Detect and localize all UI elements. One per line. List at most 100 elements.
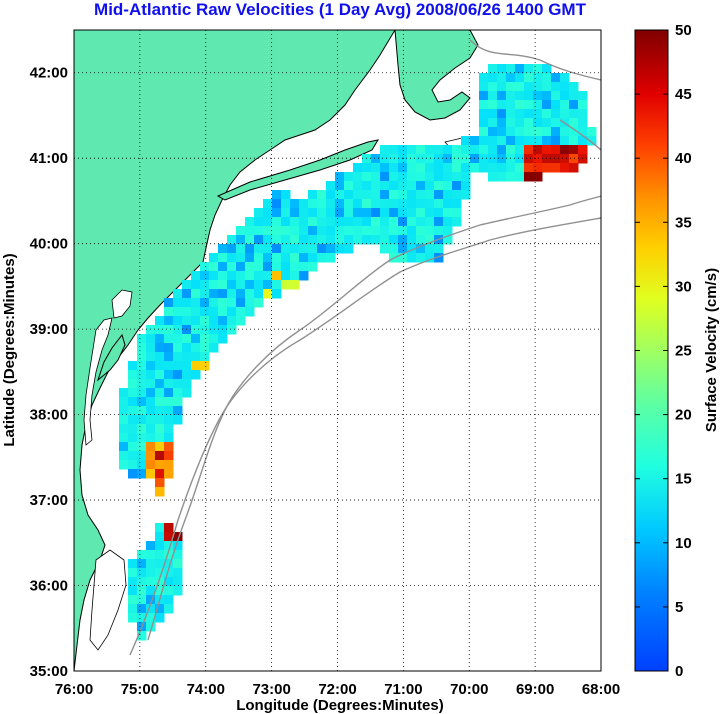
- velocity-cell: [479, 145, 489, 155]
- velocity-cell: [317, 253, 327, 263]
- velocity-cell: [416, 199, 426, 209]
- velocity-cell: [380, 235, 390, 245]
- velocity-cell: [335, 181, 345, 191]
- velocity-cell: [245, 226, 255, 236]
- velocity-cell: [137, 388, 147, 398]
- velocity-cell: [569, 118, 579, 128]
- velocity-cell: [326, 235, 336, 245]
- velocity-cell: [434, 217, 444, 227]
- y-tick-label: 36:00: [30, 578, 68, 595]
- velocity-cell: [569, 109, 579, 119]
- velocity-cell: [524, 109, 534, 119]
- velocity-cell: [218, 280, 228, 290]
- velocity-cell: [263, 244, 273, 254]
- velocity-cell: [317, 226, 327, 236]
- velocity-cell: [425, 235, 435, 245]
- velocity-cell: [443, 235, 453, 245]
- velocity-cell: [209, 325, 219, 335]
- velocity-cell: [173, 379, 183, 389]
- land-delmarva: [96, 333, 126, 382]
- velocity-cell: [389, 145, 399, 155]
- velocity-cell: [461, 136, 471, 146]
- velocity-cell: [380, 154, 390, 164]
- y-axis-label: Latitude (Degrees:Minutes): [1, 253, 18, 446]
- velocity-cell: [542, 118, 552, 128]
- velocity-cell: [191, 343, 201, 353]
- velocity-cell: [524, 91, 534, 101]
- velocity-cell: [155, 424, 165, 434]
- colorbar-label: Surface Velocity (cm/s): [703, 268, 720, 432]
- x-tick-label: 70:00: [450, 681, 488, 698]
- velocity-cell: [137, 397, 147, 407]
- velocity-cell: [146, 325, 156, 335]
- velocity-cell: [407, 172, 417, 182]
- velocity-cell: [344, 235, 354, 245]
- velocity-cell: [578, 91, 588, 101]
- velocity-cell: [452, 181, 462, 191]
- velocity-cell: [389, 172, 399, 182]
- velocity-cell: [245, 271, 255, 281]
- land-long-island: [216, 139, 380, 201]
- velocity-cell: [317, 208, 327, 218]
- velocity-cell: [407, 226, 417, 236]
- velocity-cell: [173, 307, 183, 317]
- velocity-cell: [308, 199, 318, 209]
- velocity-cell: [560, 91, 570, 101]
- velocity-cell: [560, 127, 570, 137]
- velocity-cell: [146, 613, 156, 623]
- velocity-cell: [470, 163, 480, 173]
- velocity-cell: [506, 145, 516, 155]
- velocity-cell: [371, 199, 381, 209]
- velocity-cell: [434, 226, 444, 236]
- velocity-cell: [155, 541, 165, 551]
- colorbar-tick-label: 45: [675, 86, 692, 103]
- velocity-cell: [200, 352, 210, 362]
- velocity-cell: [569, 127, 579, 137]
- velocity-cell: [308, 208, 318, 218]
- velocity-cell: [173, 541, 183, 551]
- velocity-cell: [263, 289, 273, 299]
- velocity-cell: [218, 262, 228, 272]
- velocity-cell: [479, 163, 489, 173]
- velocity-cell: [524, 73, 534, 83]
- velocity-cell: [263, 226, 273, 236]
- velocity-cell: [326, 199, 336, 209]
- velocity-cell: [434, 253, 444, 263]
- x-tick-labels: 76:00 75:00 74:00 73:00 72:00 71:00 70:00 69:00…: [55, 681, 620, 698]
- velocity-cell: [416, 235, 426, 245]
- velocity-cell: [524, 118, 534, 128]
- velocity-cell: [281, 280, 291, 290]
- velocity-cell: [416, 253, 426, 263]
- velocity-cell: [533, 118, 543, 128]
- velocity-cell: [155, 487, 165, 497]
- velocity-cell: [524, 154, 534, 164]
- velocity-cell: [425, 181, 435, 191]
- velocity-cell: [551, 73, 561, 83]
- y-tick-label: 40:00: [30, 236, 68, 253]
- velocity-cell: [380, 172, 390, 182]
- velocity-cell: [137, 352, 147, 362]
- velocity-cell: [542, 73, 552, 83]
- velocity-cell: [542, 127, 552, 137]
- velocity-cell: [209, 334, 219, 344]
- velocity-cell: [335, 217, 345, 227]
- velocity-cell: [182, 334, 192, 344]
- velocity-cell: [560, 163, 570, 173]
- delaware-bay: [111, 289, 133, 319]
- velocity-cell: [308, 217, 318, 227]
- velocity-cell: [398, 172, 408, 182]
- velocity-cell: [146, 559, 156, 569]
- velocity-cell: [425, 163, 435, 173]
- velocity-cell: [155, 406, 165, 416]
- velocity-cell: [443, 199, 453, 209]
- velocity-cell: [182, 352, 192, 362]
- velocity-cell: [137, 550, 147, 560]
- velocity-cell: [389, 208, 399, 218]
- velocity-cell: [452, 217, 462, 227]
- velocity-cell: [416, 154, 426, 164]
- velocity-cell: [155, 370, 165, 380]
- velocity-cell: [542, 91, 552, 101]
- velocity-cell: [209, 280, 219, 290]
- velocity-cell: [245, 235, 255, 245]
- velocity-cell: [164, 568, 174, 578]
